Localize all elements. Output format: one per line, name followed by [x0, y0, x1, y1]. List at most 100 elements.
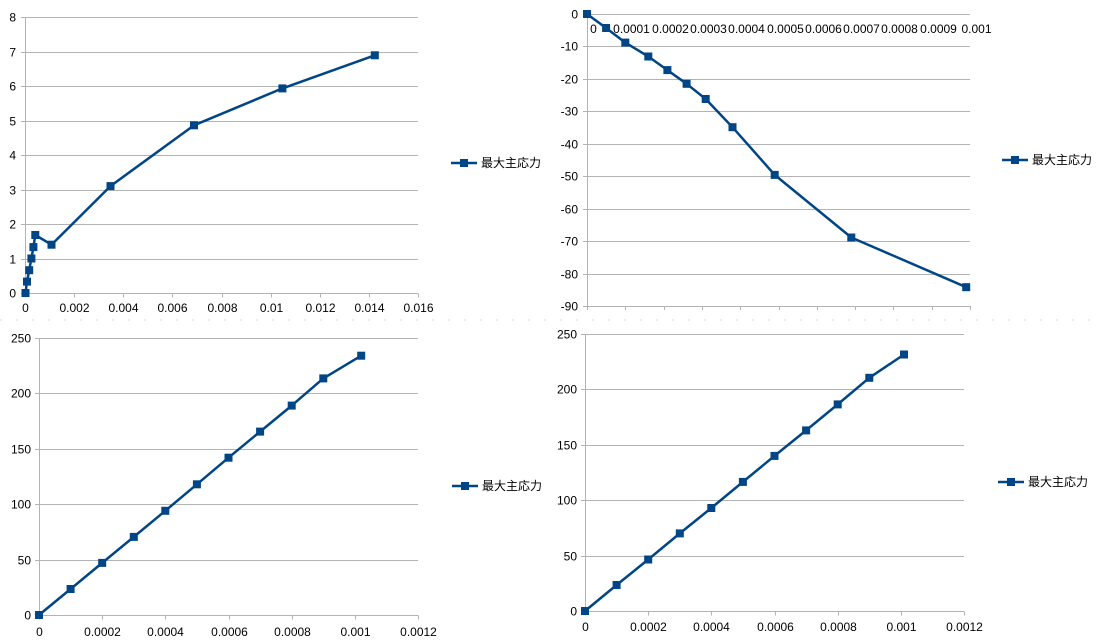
data-point-marker: [770, 451, 779, 460]
x-tick-label: 0.0003: [690, 22, 727, 36]
x-tick-label: 0: [22, 301, 29, 315]
x-tick-label: 0.0006: [757, 620, 794, 634]
data-point-marker: [357, 351, 366, 360]
x-tick-label: 0.01: [260, 301, 284, 315]
x-tick-label: 0.016: [403, 301, 433, 315]
data-point-marker: [612, 581, 621, 589]
x-tick-label: 0.0008: [881, 22, 918, 36]
y-tick-label: 1: [9, 253, 16, 267]
y-tick-label: 200: [11, 387, 31, 401]
y-tick-label: 0: [9, 287, 16, 301]
y-tick-label: -70: [561, 235, 579, 249]
data-point-marker: [47, 240, 56, 249]
y-tick-label: 100: [557, 494, 577, 508]
x-tick-label: 0.004: [108, 301, 138, 315]
y-tick-label: 0: [571, 8, 578, 22]
data-point-marker: [865, 373, 874, 382]
data-point-marker: [161, 506, 170, 515]
data-point-marker: [256, 427, 265, 436]
x-tick-label: 0.012: [305, 301, 335, 315]
y-tick-label: 6: [9, 80, 16, 94]
data-point-marker: [319, 374, 328, 383]
data-point-marker: [287, 401, 296, 410]
data-point-marker: [21, 289, 30, 297]
data-point-marker: [728, 123, 737, 132]
data-point-marker: [802, 426, 811, 435]
data-point-marker: [192, 480, 201, 489]
y-tick-label: -30: [561, 105, 579, 119]
legend-marker: [460, 159, 468, 167]
x-tick-label: 0.0008: [274, 625, 311, 639]
data-point-marker: [98, 558, 107, 567]
x-tick-label: 0.008: [207, 301, 237, 315]
y-tick-label: 150: [11, 443, 31, 457]
x-tick-label: 0.0002: [84, 625, 121, 639]
data-point-marker: [962, 283, 971, 292]
data-point-marker: [25, 266, 34, 275]
legend-label: 最大主応力: [481, 156, 541, 170]
legend: 最大主応力: [998, 475, 1088, 489]
chart-3: 0 50 100 150 200 250 0 0.0002 0.0004 0.0006 0.0008…: [11, 332, 542, 640]
y-tick-label: -60: [561, 203, 579, 217]
data-point-marker: [190, 121, 198, 130]
y-tick-label: -90: [561, 300, 579, 314]
y-tick-label: -20: [561, 73, 579, 87]
data-point-marker: [31, 231, 40, 239]
x-tick-label: 0.0012: [400, 625, 437, 639]
x-tick-label: 0.0009: [920, 22, 957, 36]
y-tick-label: -40: [561, 138, 579, 152]
y-tick-label: 150: [557, 439, 577, 453]
data-point-marker: [581, 607, 589, 615]
data-point-marker: [900, 350, 908, 359]
y-tick-label: 50: [18, 554, 32, 568]
x-tick-label: 0.0004: [728, 22, 765, 36]
y-tick-label: -50: [561, 170, 579, 184]
y-tick-label: 100: [11, 498, 31, 512]
x-tick-label: 0.0001: [613, 22, 650, 36]
data-point-marker: [370, 51, 379, 60]
y-tick-label: 2: [9, 218, 16, 232]
data-point-marker: [583, 10, 591, 18]
x-tick-label: 0.0008: [820, 620, 857, 634]
data-point-marker: [738, 477, 747, 486]
data-point-marker: [224, 453, 233, 462]
data-point-marker: [644, 555, 653, 564]
data-point-marker: [621, 38, 630, 47]
data-point-marker: [602, 24, 611, 32]
data-point-marker: [29, 243, 38, 252]
y-tick-label: 5: [9, 115, 16, 129]
y-tick-label: 0: [24, 609, 31, 623]
data-point-marker: [35, 611, 43, 619]
data-point-marker: [663, 66, 672, 75]
x-tick-label: 0.0006: [805, 22, 842, 36]
y-tick-label: 250: [557, 328, 577, 342]
chart-4: 0 50 100 150 200 250 0 0.0002 0.0004 0.0006 0.0008…: [557, 328, 1088, 635]
x-tick-label: 0: [36, 625, 43, 639]
x-tick-label: 0.0006: [211, 625, 248, 639]
x-tick-label: 0.0002: [652, 22, 689, 36]
legend: 最大主応力: [1002, 153, 1092, 167]
legend-label: 最大主応力: [1028, 475, 1088, 489]
data-point-marker: [106, 182, 115, 191]
legend-marker: [1011, 156, 1019, 164]
data-point-marker: [27, 254, 36, 263]
y-tick-label: 0: [570, 605, 577, 619]
series-line: [586, 12, 967, 289]
x-tick-label: 0.002: [59, 301, 89, 315]
legend-label: 最大主応力: [482, 479, 542, 493]
x-tick-label: 0.014: [354, 301, 384, 315]
y-tick-label: -10: [561, 40, 579, 54]
series-line: [24, 54, 376, 294]
data-point-marker: [644, 52, 653, 61]
x-tick-label: 0.0012: [946, 620, 983, 634]
y-tick-label: 3: [9, 184, 16, 198]
data-point-marker: [833, 400, 842, 409]
data-point-marker: [66, 585, 75, 593]
legend-label: 最大主応力: [1032, 153, 1092, 167]
x-tick-label: 0.0004: [693, 620, 730, 634]
y-tick-label: 50: [564, 550, 578, 564]
legend-marker: [461, 482, 469, 490]
data-point-marker: [770, 170, 779, 179]
data-point-marker: [847, 233, 856, 242]
